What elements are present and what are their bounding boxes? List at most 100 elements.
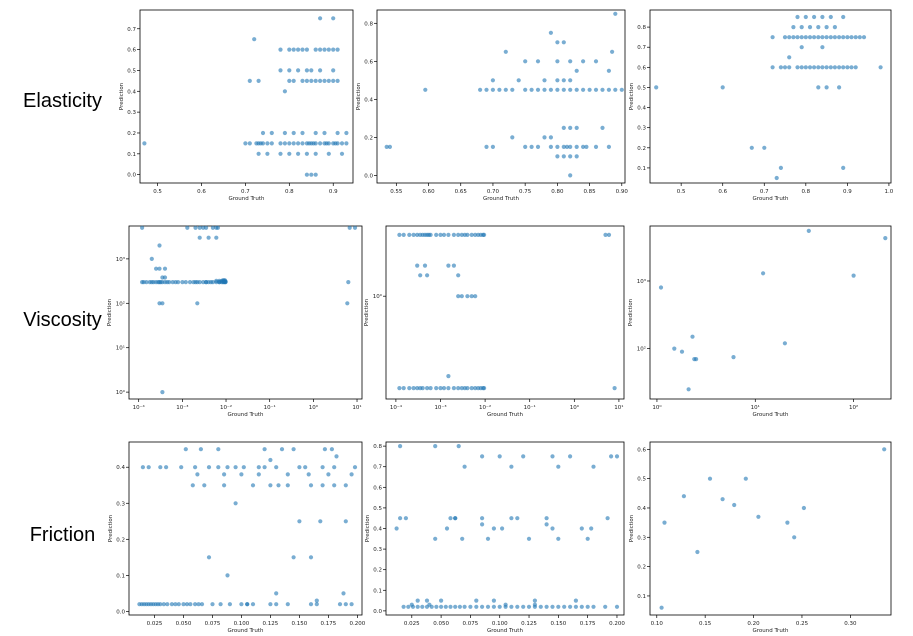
data-point: [268, 457, 273, 463]
data-point: [778, 165, 783, 170]
x-tick-label: 0.050: [176, 621, 192, 627]
data-point: [326, 47, 331, 52]
y-tick-label: 0.6: [373, 485, 382, 491]
data-point: [415, 598, 420, 603]
data-point: [144, 280, 149, 285]
data-point: [761, 271, 766, 276]
data-point: [179, 465, 184, 470]
data-point: [300, 130, 305, 136]
x-tick-label: 0.025: [147, 621, 163, 627]
y-axis-label: Prediction: [364, 298, 370, 326]
data-point: [574, 87, 579, 92]
data-point: [335, 47, 340, 52]
data-point: [812, 35, 817, 40]
data-point: [473, 232, 478, 237]
y-tick-label: 0.6: [637, 447, 646, 453]
data-point: [555, 154, 560, 159]
data-point: [291, 555, 296, 560]
data-point: [542, 78, 547, 83]
data-point: [523, 144, 528, 149]
data-point: [816, 65, 821, 70]
data-point: [420, 604, 425, 609]
data-point: [568, 604, 573, 609]
data-point: [326, 472, 331, 477]
data-point: [853, 65, 858, 70]
data-point: [841, 14, 846, 20]
y-tick-label: 0.5: [637, 85, 646, 91]
y-tick-label: 0.7: [373, 465, 382, 471]
x-tick-label: 0.90: [616, 189, 629, 195]
data-point: [415, 263, 420, 268]
data-point: [233, 501, 238, 506]
x-tick-label: 10⁻²: [479, 404, 491, 411]
data-point: [220, 280, 225, 285]
data-point: [322, 47, 327, 52]
x-tick-label: 10⁰: [570, 404, 580, 411]
data-point: [398, 444, 403, 449]
data-point: [448, 604, 453, 609]
y-tick-label: 0.4: [373, 527, 382, 533]
data-point: [318, 68, 323, 73]
x-tick-label: 0.8: [285, 189, 294, 195]
data-point: [296, 47, 301, 52]
x-tick-label: 0.7: [241, 189, 250, 195]
data-point: [795, 65, 800, 70]
data-point: [313, 78, 318, 83]
data-point: [500, 526, 505, 531]
y-axis-label: Prediction: [119, 82, 125, 110]
data-point: [245, 602, 250, 607]
data-point: [401, 604, 406, 609]
data-point: [287, 78, 292, 83]
data-point: [195, 301, 200, 306]
x-tick-label: 0.30: [844, 621, 857, 627]
data-point: [820, 65, 825, 70]
x-tick-label: 0.175: [321, 621, 337, 627]
data-point: [550, 526, 555, 531]
data-point: [403, 516, 408, 521]
data-point: [157, 301, 162, 306]
data-point: [346, 280, 351, 285]
data-point: [291, 141, 296, 146]
data-point: [210, 225, 215, 230]
x-tick-label: 10⁻³: [434, 404, 446, 411]
data-point: [589, 526, 594, 531]
friction-plot-3: 0.10 0.15 0.20 0.25 0.30 0.1 0.2 0.3 0.4 0.5 0.6 Gr…: [629, 441, 892, 634]
data-point: [756, 514, 761, 519]
data-point: [480, 454, 485, 459]
data-point: [672, 346, 677, 351]
y-tick-label: 10¹: [116, 345, 125, 352]
data-point: [318, 141, 323, 146]
x-tick-label: 0.7: [760, 189, 769, 195]
data-point: [841, 65, 846, 70]
x-tick-label: 10⁻²: [220, 404, 232, 411]
data-point: [845, 65, 850, 70]
y-tick-label: 10⁰: [373, 293, 383, 300]
data-point: [841, 35, 846, 40]
scatter-points: [659, 447, 887, 610]
data-point: [453, 516, 458, 521]
data-point: [185, 225, 190, 230]
data-point: [845, 35, 850, 40]
data-point: [206, 235, 211, 240]
x-axis-label: Ground Truth: [483, 196, 519, 202]
data-point: [795, 35, 800, 40]
data-point: [297, 519, 302, 524]
data-point: [291, 78, 296, 83]
data-point: [446, 263, 451, 268]
data-point: [460, 536, 465, 541]
x-axis-label: Ground Truth: [753, 196, 789, 202]
data-point: [497, 454, 502, 459]
data-point: [613, 87, 618, 92]
data-point: [613, 11, 618, 16]
scatter-points: [394, 444, 620, 609]
data-point: [581, 59, 586, 64]
data-point: [401, 386, 406, 391]
data-point: [278, 141, 283, 146]
data-point: [593, 144, 599, 149]
data-point: [331, 78, 336, 83]
data-point: [239, 602, 244, 607]
y-tick-label: 0.2: [637, 146, 646, 152]
data-point: [343, 602, 348, 607]
data-point: [535, 144, 541, 149]
data-point: [241, 465, 246, 470]
